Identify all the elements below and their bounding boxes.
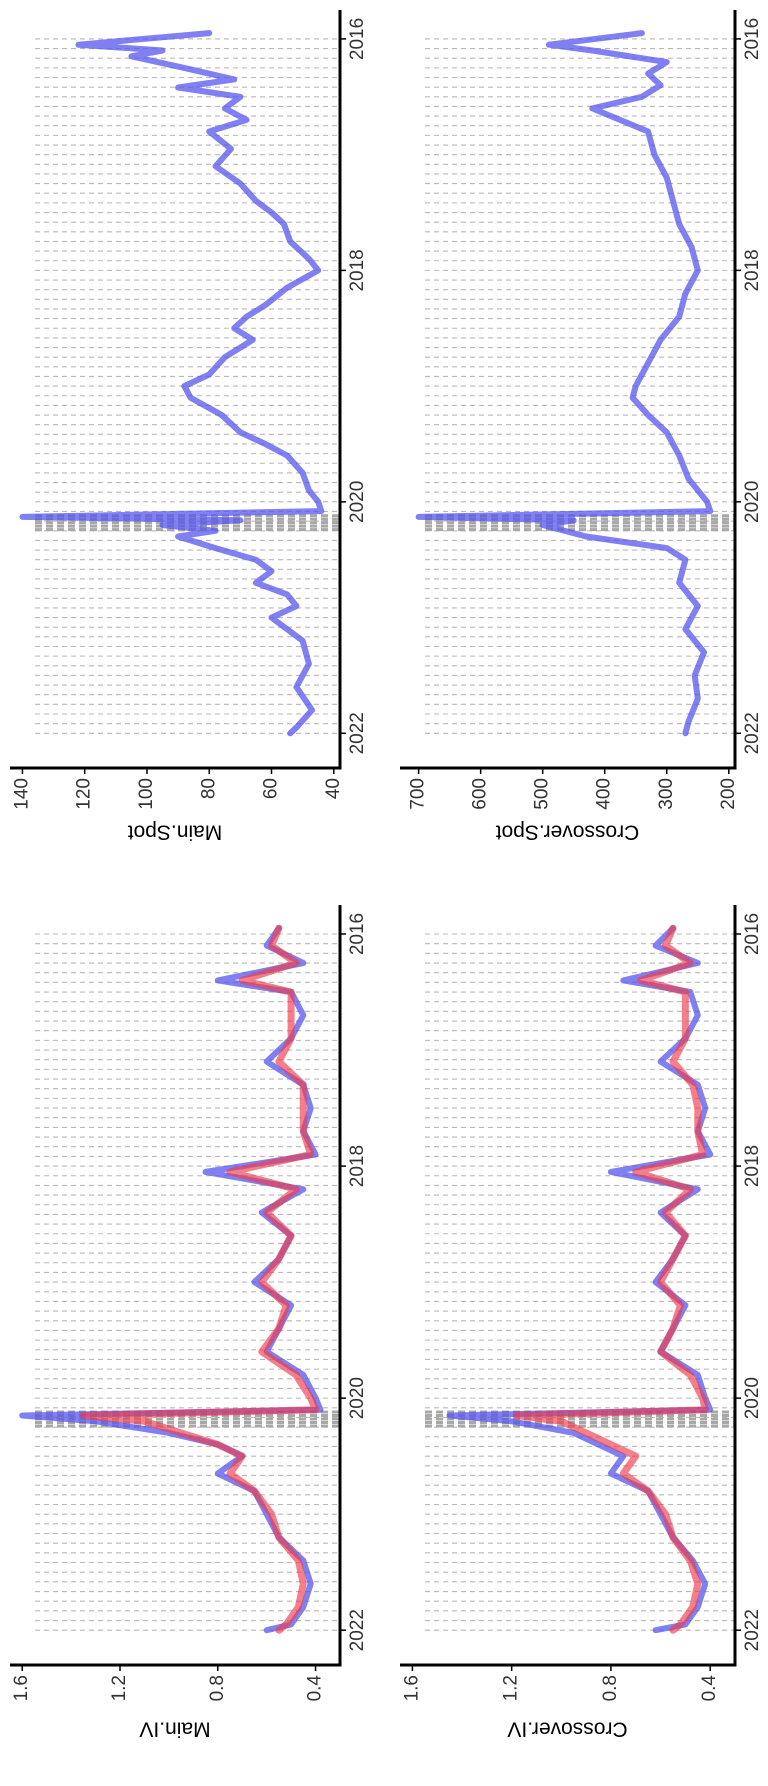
date-tick-label-bottom-left: 2022 (347, 1609, 368, 1651)
value-tick-label-top-left: 40 (323, 778, 344, 799)
value-tick-label-bottom-right: 1.2 (501, 1675, 522, 1701)
date-tick-label-bottom-left: 2020 (347, 1377, 368, 1419)
series-line-bottom-left-2 (79, 924, 320, 1634)
value-tick-label-bottom-left: 1.6 (11, 1675, 32, 1701)
value-tick-label-top-right: 200 (718, 778, 739, 810)
value-tick-label-top-left: 80 (198, 778, 219, 799)
panel-bottom-right: 1.6 1.2 0.8 0.4 2016 2018 2020 2022 Crossover.IV (400, 905, 763, 1740)
value-tick-label-top-left: 100 (136, 778, 157, 810)
value-tick-label-bottom-left: 0.8 (207, 1675, 228, 1701)
date-tick-label-bottom-right: 2022 (742, 1609, 763, 1651)
axis-title-bottom-left: Main.IV (139, 1717, 210, 1740)
value-tick-label-top-right: 600 (470, 778, 491, 810)
value-tick-label-bottom-left: 0.4 (305, 1675, 326, 1702)
value-tick-label-bottom-right: 0.4 (699, 1675, 720, 1702)
axis-title-top-left: Main.Spot (128, 820, 223, 843)
value-tick-label-top-right: 700 (408, 778, 429, 810)
date-tick-label-top-left: 2016 (347, 18, 368, 60)
date-tick-label-top-right: 2020 (742, 481, 763, 523)
date-tick-label-bottom-right: 2018 (742, 1145, 763, 1187)
date-tick-label-top-right: 2022 (742, 712, 763, 754)
axis-title-top-right: Crossover.Spot (496, 820, 640, 843)
value-tick-label-top-right: 400 (594, 778, 615, 810)
value-tick-label-bottom-right: 1.6 (401, 1675, 422, 1701)
value-tick-label-top-left: 120 (74, 778, 95, 810)
series-line-top-left-1 (19, 30, 325, 737)
date-tick-label-top-right: 2018 (742, 249, 763, 291)
date-tick-label-top-left: 2022 (347, 712, 368, 754)
value-tick-label-top-right: 500 (532, 778, 553, 810)
date-tick-label-top-left: 2018 (347, 249, 368, 291)
panel-top-left: 140 120 100 80 60 40 2016 2018 2020 2022 Main.Spot (10, 10, 368, 843)
value-tick-label-bottom-left: 1.2 (109, 1675, 130, 1701)
date-tick-label-bottom-right: 2016 (742, 913, 763, 955)
value-tick-label-top-right: 300 (656, 778, 677, 810)
date-tick-label-bottom-right: 2020 (742, 1377, 763, 1419)
date-tick-label-bottom-left: 2018 (347, 1145, 368, 1187)
date-tick-label-top-right: 2016 (742, 18, 763, 60)
value-tick-label-top-left: 60 (261, 778, 282, 799)
date-tick-label-bottom-left: 2016 (347, 913, 368, 955)
axis-title-bottom-right: Crossover.IV (507, 1717, 627, 1740)
date-tick-label-top-left: 2020 (347, 481, 368, 523)
value-tick-label-bottom-right: 0.8 (600, 1675, 621, 1701)
panel-top-right: 700 600 500 400 300 200 2016 2018 2020 2022 Crosso… (400, 10, 763, 843)
series-line-top-right-1 (415, 30, 714, 737)
value-tick-label-top-left: 140 (11, 778, 32, 810)
panel-bottom-left: 1.6 1.2 0.8 0.4 2016 2018 2020 2022 Main.IV (10, 905, 368, 1740)
series-line-bottom-right-2 (513, 924, 709, 1634)
